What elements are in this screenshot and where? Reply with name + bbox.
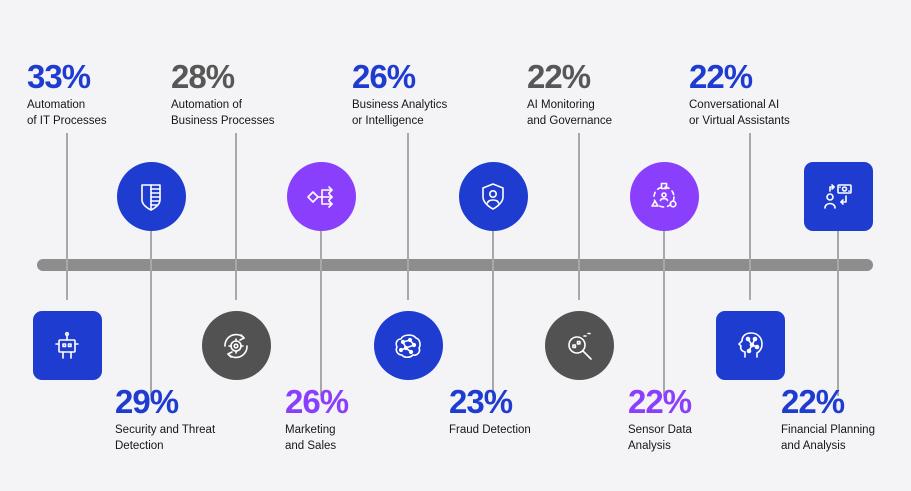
analytics-description-line1: Business Analytics <box>352 99 448 111</box>
it-processes-description-line2: of IT Processes <box>27 115 107 127</box>
business-processes-percentage: 28% <box>171 58 235 95</box>
security-connector-line <box>150 230 152 396</box>
financial-description-line2: and Analysis <box>781 440 846 452</box>
marketing-label: 26% Marketing and Sales <box>285 385 455 454</box>
marketing-description-line1: Marketing <box>285 424 336 436</box>
financial-description-line1: Financial Planning <box>781 424 875 436</box>
shapes-cycle-icon <box>629 162 699 231</box>
sensor-description-line1: Sensor Data <box>628 424 692 436</box>
fraud-description-line1: Fraud Detection <box>449 424 531 436</box>
conversational-label: 22% Conversational AI or Virtual Assistant… <box>689 60 859 129</box>
flow-arrows-icon <box>286 162 356 231</box>
it-processes-percentage: 33% <box>27 58 91 95</box>
magnifier-icon <box>544 311 614 380</box>
ai-monitoring-connector-line <box>578 133 580 300</box>
conversational-description-line2: or Virtual Assistants <box>689 115 790 127</box>
sensor-percentage: 22% <box>628 383 692 420</box>
it-processes-label: 33% Automation of IT Processes <box>27 60 197 129</box>
financial-label: 22% Financial Planning and Analysis <box>781 385 911 454</box>
conversational-percentage: 22% <box>689 58 753 95</box>
fraud-description: Fraud Detection <box>449 422 619 438</box>
sensor-label: 22% Sensor Data Analysis <box>628 385 798 454</box>
business-processes-description: Automation of Business Processes <box>171 97 341 129</box>
sensor-description: Sensor Data Analysis <box>628 422 798 454</box>
ai-monitoring-description: AI Monitoring and Governance <box>527 97 697 129</box>
security-description: Security and Threat Detection <box>115 422 285 454</box>
analytics-description-line2: or Intelligence <box>352 115 424 127</box>
marketing-description-line2: and Sales <box>285 440 337 452</box>
sensor-connector-line <box>663 230 665 396</box>
business-processes-description-line1: Automation of <box>171 99 242 111</box>
conversational-connector-line <box>749 133 751 300</box>
analytics-percentage: 26% <box>352 58 416 95</box>
brain-network-icon <box>373 311 443 380</box>
financial-connector-line <box>837 230 839 396</box>
fraud-connector-line <box>492 230 494 396</box>
fraud-percentage: 23% <box>449 383 513 420</box>
robot-icon <box>32 311 102 380</box>
ai-monitoring-description-line1: AI Monitoring <box>527 99 595 111</box>
ai-monitoring-description-line2: and Governance <box>527 115 613 127</box>
shield-icon <box>116 162 186 231</box>
marketing-description: Marketing and Sales <box>285 422 455 454</box>
ai-monitoring-percentage: 22% <box>527 58 591 95</box>
conversational-description-line1: Conversational AI <box>689 99 780 111</box>
security-description-line1: Security and Threat <box>115 424 216 436</box>
user-shield-icon <box>458 162 528 231</box>
ai-monitoring-label: 22% AI Monitoring and Governance <box>527 60 697 129</box>
money-exchange-icon <box>803 162 873 231</box>
business-processes-connector-line <box>235 133 237 300</box>
it-processes-connector-line <box>66 133 68 300</box>
financial-description: Financial Planning and Analysis <box>781 422 911 454</box>
fraud-label: 23% Fraud Detection <box>449 385 619 438</box>
conversational-description: Conversational AI or Virtual Assistants <box>689 97 859 129</box>
business-processes-label: 28% Automation of Business Processes <box>171 60 341 129</box>
gear-cycle-icon <box>201 311 271 380</box>
sensor-description-line2: Analysis <box>628 440 671 452</box>
security-percentage: 29% <box>115 383 179 420</box>
marketing-connector-line <box>320 230 322 396</box>
it-processes-description-line1: Automation <box>27 99 86 111</box>
analytics-description: Business Analytics or Intelligence <box>352 97 522 129</box>
security-description-line2: Detection <box>115 440 164 452</box>
analytics-label: 26% Business Analytics or Intelligence <box>352 60 522 129</box>
head-circuit-icon <box>715 311 785 380</box>
marketing-percentage: 26% <box>285 383 349 420</box>
financial-percentage: 22% <box>781 383 845 420</box>
timeline-bar <box>37 259 873 271</box>
security-label: 29% Security and Threat Detection <box>115 385 285 454</box>
analytics-connector-line <box>407 133 409 300</box>
business-processes-description-line2: Business Processes <box>171 115 275 127</box>
it-processes-description: Automation of IT Processes <box>27 97 197 129</box>
